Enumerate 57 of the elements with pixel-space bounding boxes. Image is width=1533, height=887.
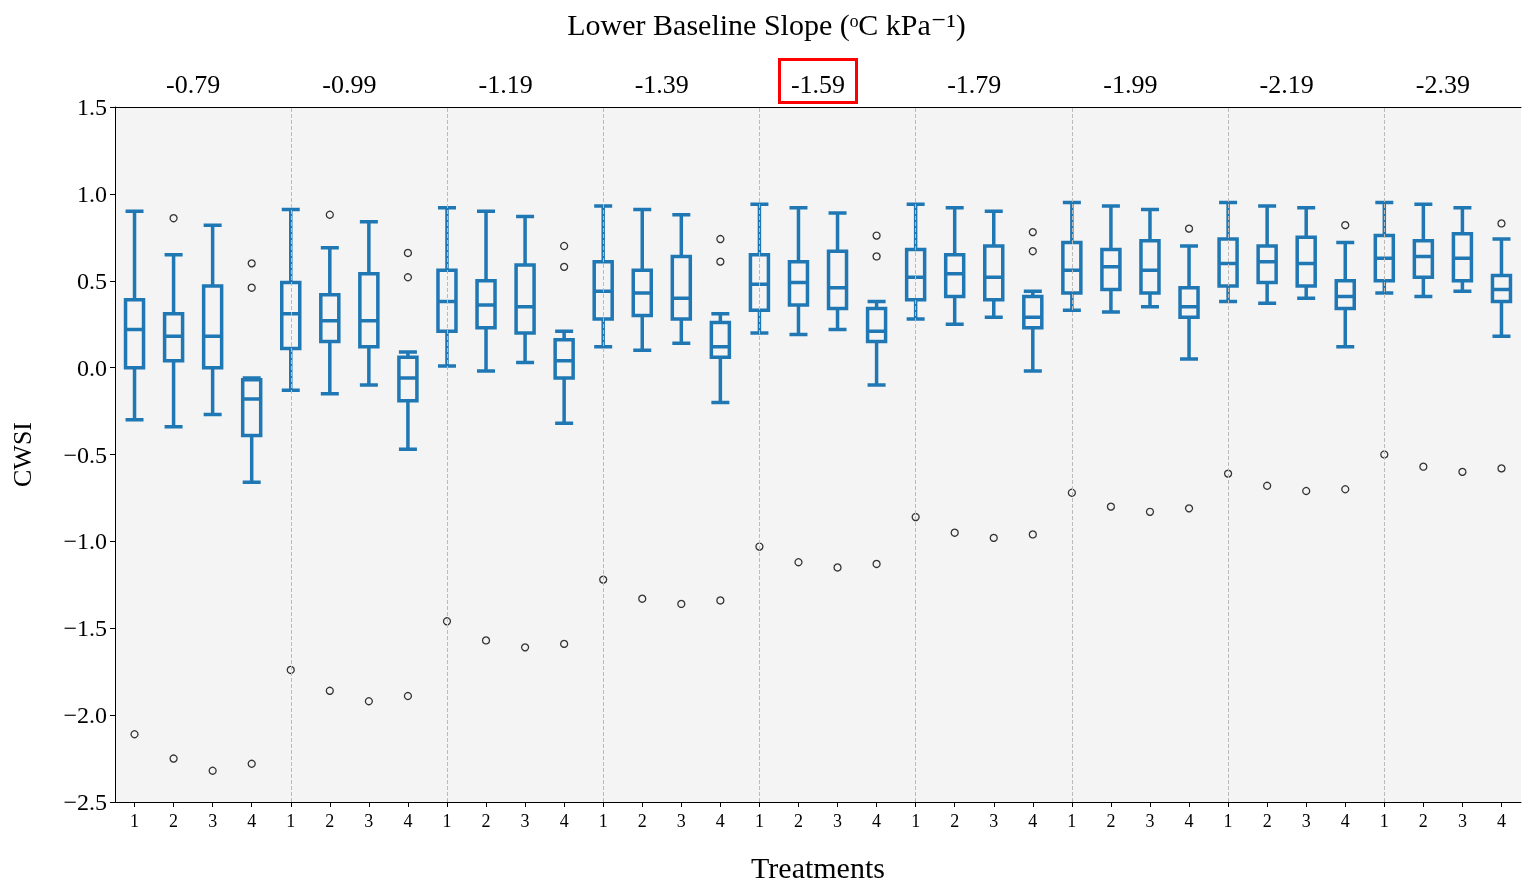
y-tick-label: 1.5: [77, 94, 107, 120]
x-tick-label: 1: [911, 811, 921, 831]
y-tick-label: −0.5: [63, 441, 107, 468]
x-tick-label: 1: [286, 811, 296, 831]
text: -1.99: [1103, 69, 1158, 99]
x-tick-label: 1: [1067, 811, 1077, 831]
x-tick-label: 3: [676, 811, 686, 831]
text: -0.99: [322, 69, 377, 99]
y-tick-label: 0.5: [77, 267, 107, 294]
x-tick-label: 2: [169, 811, 179, 831]
y-axis-title: CWSI: [7, 422, 37, 487]
x-tick-label: 1: [1379, 811, 1389, 831]
x-tick-label: 1: [442, 811, 452, 831]
x-tick-label: 4: [1496, 811, 1506, 831]
x-tick-label: 4: [1340, 811, 1350, 831]
x-tick-label: 3: [833, 811, 843, 831]
x-tick-label: 4: [1028, 811, 1038, 831]
x-tick-label: 2: [793, 811, 803, 831]
text: -2.19: [1259, 69, 1314, 99]
x-tick-label: 1: [1223, 811, 1233, 831]
x-tick-label: 1: [598, 811, 608, 831]
x-tick-label: 4: [403, 811, 413, 831]
x-tick-label: 4: [1184, 811, 1194, 831]
x-tick-label: 3: [989, 811, 999, 831]
x-tick-label: 4: [247, 811, 257, 831]
x-tick-label: 2: [950, 811, 960, 831]
x-tick-label: 3: [1145, 811, 1155, 831]
x-tick-label: 3: [520, 811, 530, 831]
x-tick-label: 1: [130, 811, 140, 831]
text: -2.39: [1415, 69, 1470, 99]
x-tick-label: 4: [715, 811, 725, 831]
x-tick-label: 2: [1418, 811, 1428, 831]
chart-title: Lower Baseline Slope (ᵒC kPa⁻¹): [567, 7, 966, 42]
x-tick-label: 2: [1106, 811, 1116, 831]
x-tick-label: 2: [1262, 811, 1272, 831]
x-tick-label: 3: [1301, 811, 1311, 831]
text: -0.79: [166, 69, 221, 99]
y-tick-label: 1.0: [77, 180, 107, 207]
y-tick-label: 0.0: [77, 354, 107, 381]
y-tick-label: −1.0: [63, 528, 107, 555]
x-tick-label: 4: [872, 811, 882, 831]
text: -1.59: [790, 69, 846, 99]
x-tick-label: 3: [364, 811, 374, 831]
text: -1.19: [478, 69, 533, 99]
y-tick-label: −2.0: [63, 702, 107, 729]
x-tick-label: 3: [208, 811, 218, 831]
x-tick-label: 2: [637, 811, 647, 831]
x-tick-label: 2: [481, 811, 491, 831]
y-tick-label: −2.5: [63, 789, 107, 815]
x-tick-label: 1: [754, 811, 764, 831]
text: -1.39: [634, 69, 689, 99]
text: -1.79: [947, 69, 1002, 99]
x-tick-label: 3: [1457, 811, 1467, 831]
x-tick-label: 2: [325, 811, 335, 831]
x-axis-title: Treatments: [751, 850, 885, 884]
y-tick-label: −1.5: [63, 615, 107, 642]
x-tick-label: 4: [559, 811, 569, 831]
